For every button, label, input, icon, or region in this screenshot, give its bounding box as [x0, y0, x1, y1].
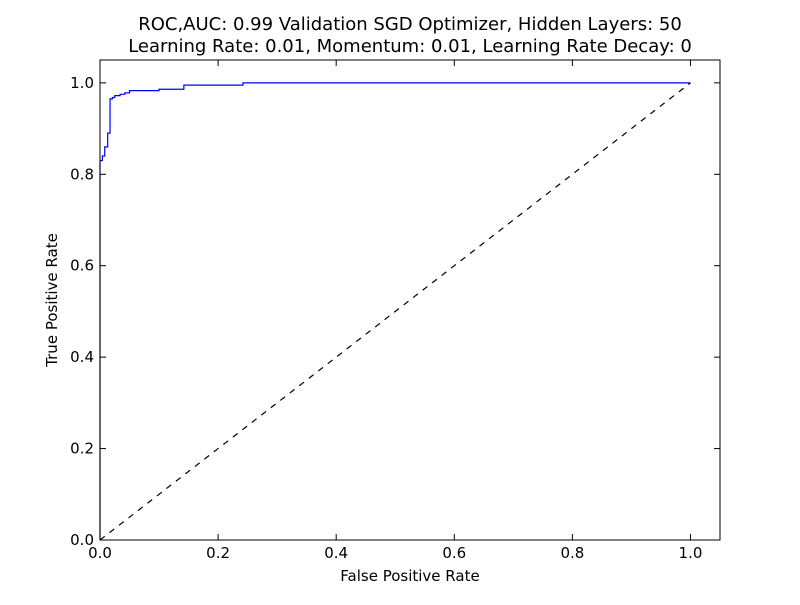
x-tick-label: 0.6	[442, 544, 466, 562]
x-axis-label: False Positive Rate	[340, 567, 479, 585]
tick-layer: 0.0 0.2 0.4 0.6 0.8 1.0 0.0 0.2 0.4 0.6 0.8 1.0	[70, 60, 720, 562]
chart-subtitle: Learning Rate: 0.01, Momentum: 0.01, Lea…	[128, 36, 692, 57]
x-tick-label: 0.0	[88, 544, 112, 562]
chart-title: ROC,AUC: 0.99 Validation SGD Optimizer, …	[138, 14, 682, 35]
y-axis-label: True Positive Rate	[43, 233, 61, 368]
y-tick-label: 0.0	[70, 531, 94, 549]
x-tick-label: 0.8	[560, 544, 584, 562]
chance-diagonal-line	[99, 82, 691, 541]
y-tick-label: 0.4	[70, 348, 94, 366]
y-tick-label: 0.8	[70, 165, 94, 183]
x-tick-label: 1.0	[679, 544, 703, 562]
y-tick-label: 0.2	[70, 440, 94, 458]
plot-frame	[99, 59, 721, 541]
y-tick-label: 0.6	[70, 257, 94, 275]
x-tick-label: 0.2	[206, 544, 230, 562]
roc-curve-line	[99, 82, 691, 540]
series-layer	[99, 82, 691, 541]
y-tick-label: 1.0	[70, 74, 94, 92]
x-tick-label: 0.4	[324, 544, 348, 562]
